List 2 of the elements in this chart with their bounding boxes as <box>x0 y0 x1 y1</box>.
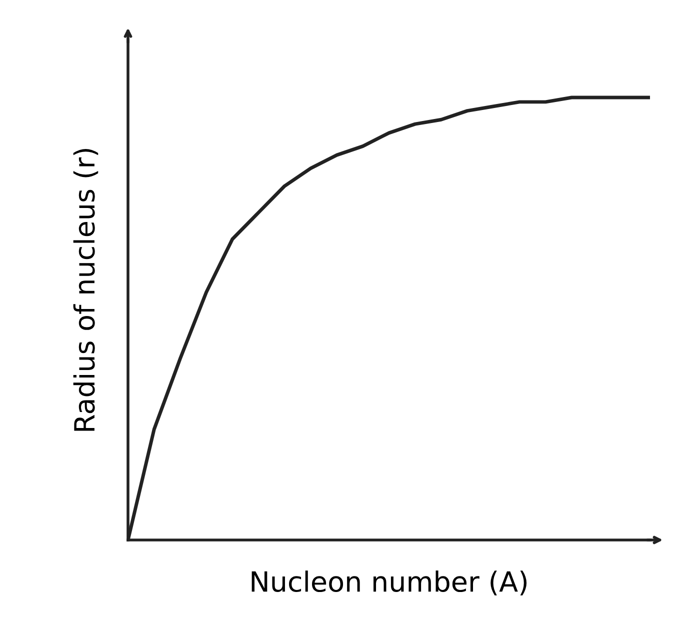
y-axis-title: Radius of nucleus (r) <box>73 148 98 431</box>
x-axis-title: Nucleon number (A) <box>252 570 527 596</box>
